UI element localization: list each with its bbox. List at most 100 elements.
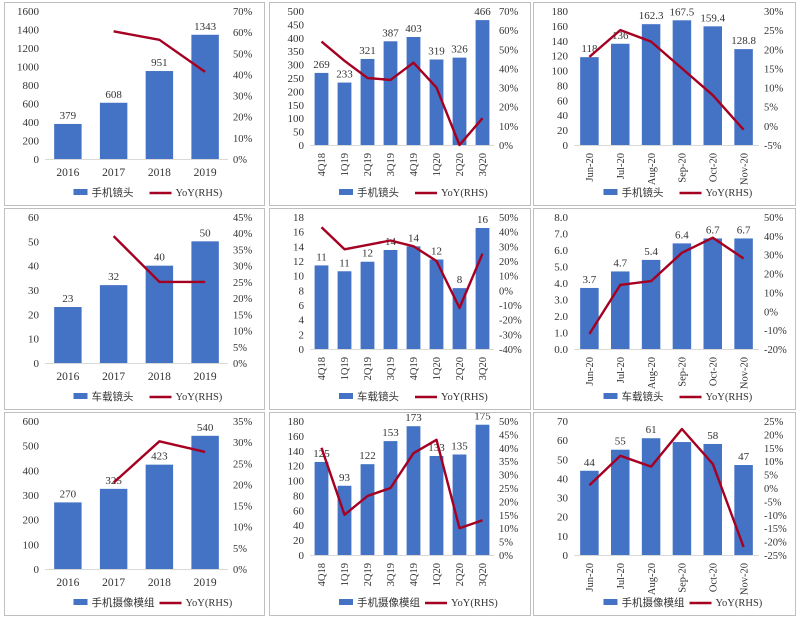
bar	[475, 228, 490, 349]
chart-panel-6: 0.0 1.0 2.0 3.0 4.0 5.0 6.0 7.0 8.0 -20% -10% 0% 10%…	[533, 208, 796, 410]
x-tick-label: 3Q19	[386, 153, 397, 176]
y-tick-label: 600	[23, 416, 40, 428]
bar	[191, 435, 219, 569]
bar-value-label: 423	[151, 451, 168, 463]
y2-tick-label: 25%	[233, 459, 253, 470]
bar-value-label: 135	[451, 441, 468, 453]
y2-tick-label: -20%	[764, 538, 787, 549]
bar-value-label: 608	[105, 89, 122, 101]
y-tick-label: 200	[288, 86, 305, 98]
bar	[360, 261, 375, 349]
x-tick-label: 1Q20	[432, 357, 443, 380]
bar-value-label: 319	[428, 46, 445, 58]
legend-bar-swatch	[603, 393, 618, 399]
y2-tick-label: 25%	[233, 278, 253, 289]
y-tick-label: 120	[552, 51, 569, 63]
y-tick-label: 6	[299, 300, 305, 312]
bar-value-label: 118	[581, 43, 598, 55]
bar-value-label: 321	[359, 45, 376, 57]
y-tick-label: 400	[23, 117, 40, 129]
y2-tick-label: 15%	[764, 64, 784, 75]
bar-value-label: 14	[408, 232, 420, 244]
y-tick-label: 70	[557, 416, 569, 428]
x-tick-label: 2018	[148, 577, 171, 589]
bar-value-label: 128.8	[731, 35, 756, 47]
bar-value-label: 379	[60, 110, 77, 122]
y2-tick-label: 10%	[499, 524, 519, 535]
y2-tick-label: 10%	[233, 523, 253, 534]
x-tick-label: 3Q19	[386, 357, 397, 380]
y2-tick-label: -30%	[499, 330, 522, 341]
bar-value-label: 23	[62, 293, 74, 305]
y-tick-label: 10	[557, 531, 569, 543]
y-tick-label: 8.0	[554, 212, 568, 224]
bar-value-label: 466	[474, 6, 491, 18]
y2-tick-label: 40%	[233, 70, 253, 81]
y2-tick-label: -10%	[499, 301, 522, 312]
y-tick-label: 400	[23, 465, 40, 477]
legend-bar-label: 手机镜头	[357, 186, 399, 199]
y-tick-label: 6.0	[554, 245, 568, 257]
x-tick-label: 1Q19	[340, 153, 351, 176]
y2-tick-label: 0%	[764, 484, 778, 495]
x-tick-label: Jul-20	[616, 563, 627, 589]
y2-tick-label: 20%	[764, 430, 784, 441]
yoy-line	[588, 28, 745, 131]
chart-svg: 0 10 20 30 40 50 60 70 -25% -20% -15% -10% -5% 0% 5% 10…	[557, 416, 787, 609]
x-tick-label: 2017	[102, 167, 125, 179]
bar	[452, 454, 467, 555]
y2-tick-label: 30%	[499, 471, 519, 482]
bar	[452, 57, 467, 145]
x-tick-label: Jul-20	[616, 153, 627, 179]
x-tick-label: 2016	[56, 167, 79, 179]
y-tick-label: 30	[28, 285, 40, 297]
y2-tick-label: -20%	[764, 345, 787, 356]
y2-tick-label: -20%	[499, 316, 522, 327]
bar-value-label: 40	[154, 252, 166, 264]
y2-tick-label: 30%	[233, 92, 253, 103]
y2-tick-label: 10%	[764, 288, 784, 299]
y2-tick-label: 5%	[233, 544, 247, 555]
y-tick-label: 180	[552, 6, 569, 18]
x-tick-label: 2018	[148, 167, 171, 179]
y2-tick-label: 0%	[764, 122, 778, 133]
y-tick-label: 30	[557, 493, 569, 505]
y2-tick-label: 20%	[499, 103, 519, 114]
y-tick-label: 18	[293, 212, 305, 224]
bar	[99, 488, 128, 569]
y-tick-label: 2	[299, 329, 305, 341]
bar-value-label: 125	[313, 448, 330, 460]
y-tick-label: 0.0	[554, 344, 568, 356]
y-tick-label: 0	[34, 154, 40, 166]
y-tick-label: 0	[299, 140, 305, 152]
y-tick-label: 500	[288, 6, 305, 18]
chart-panel-8: 0 20 40 60 80 100 120 140 160 180 0% 5% 10% 15% 20% 25%…	[269, 411, 531, 616]
y2-tick-label: 20%	[233, 113, 253, 124]
bar-value-label: 173	[405, 413, 422, 424]
bar	[672, 243, 692, 349]
y-tick-label: 200	[23, 515, 40, 527]
y-tick-label: 3.0	[554, 295, 568, 307]
y-tick-label: 60	[557, 95, 569, 107]
x-tick-label: 4Q18	[317, 357, 328, 380]
legend-bar-swatch	[339, 393, 353, 399]
bar	[314, 265, 329, 349]
y-tick-label: 450	[288, 19, 305, 31]
bar	[99, 285, 128, 363]
y-tick-label: 60	[28, 212, 40, 224]
y2-tick-label: 0%	[499, 286, 513, 297]
bar-value-label: 12	[362, 248, 373, 260]
bar	[580, 57, 599, 145]
bar-value-label: 3.7	[583, 274, 597, 286]
y-tick-label: 2.0	[554, 311, 568, 323]
x-tick-label: Sep-20	[678, 153, 689, 183]
chart-panel-1: 0 200 400 600 800 1000 1200 1400 1600 0% 10% 20% 30%…	[4, 2, 265, 206]
yoy-line	[320, 226, 484, 310]
x-tick-label: Jun-20	[585, 153, 596, 182]
y-tick-label: 50	[28, 236, 40, 248]
y2-tick-label: 10%	[233, 327, 253, 338]
y-tick-label: 20	[293, 535, 305, 547]
y-tick-label: 300	[23, 490, 40, 502]
bar-value-label: 8	[457, 274, 463, 286]
legend-bar-swatch	[73, 189, 88, 195]
